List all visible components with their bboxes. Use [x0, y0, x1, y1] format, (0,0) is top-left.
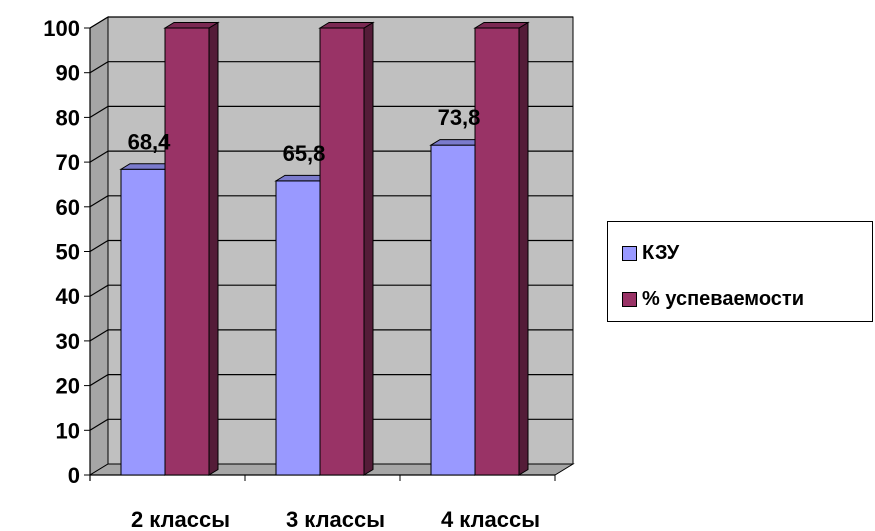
y-tick-label: 30: [56, 329, 80, 354]
legend-swatch-kzu: [622, 246, 637, 261]
gridline-side: [89, 329, 109, 342]
data-label: 73,8: [438, 105, 481, 130]
bar-kzu: [120, 168, 166, 476]
gridline-side: [89, 239, 109, 253]
y-tick-label: 100: [43, 16, 80, 41]
legend-item-kzu: КЗУ: [622, 242, 679, 265]
legend-swatch-uspevaemost: [622, 292, 637, 307]
y-tick-label: 40: [56, 284, 80, 309]
legend-label-kzu: КЗУ: [642, 242, 680, 264]
y-tick-labels: 0 10 20 30 40 50 60 70 80 90 100: [43, 16, 80, 488]
bar-kzu: [275, 180, 321, 476]
legend: КЗУ % успеваемости: [607, 221, 873, 322]
data-labels: 68,4 65,8 73,8: [128, 105, 481, 166]
x-tick-label: 2 классы: [131, 507, 230, 531]
y-tick-label: 70: [56, 150, 80, 175]
gridline-side: [89, 195, 109, 208]
y-tick-label: 60: [56, 195, 80, 220]
gridline-side: [89, 418, 109, 431]
bar-kzu: [430, 144, 476, 476]
gridline-side: [89, 105, 109, 118]
bar-top-uspevaemost: [473, 22, 530, 29]
gridline-side: [89, 16, 109, 29]
x-tick-label: 4 классы: [441, 507, 540, 531]
bar-uspevaemost: [319, 27, 365, 476]
legend-label-uspevaemost: % успеваемости: [642, 288, 805, 310]
x-tick-label: 3 классы: [286, 507, 385, 531]
y-tick-label: 90: [56, 61, 80, 86]
bars: [119, 21, 530, 476]
gridline-side: [89, 374, 109, 387]
y-tick-label: 50: [56, 240, 80, 265]
y-tick-label: 10: [56, 418, 80, 443]
data-label: 65,8: [283, 141, 326, 166]
y-tick-label: 80: [56, 105, 80, 130]
x-tick-labels: 2 классы 3 классы 4 классы: [131, 507, 540, 531]
data-label: 68,4: [128, 129, 172, 154]
bar-side-uspevaemost: [363, 21, 374, 476]
gridline-side: [89, 150, 109, 163]
gridline-side: [89, 284, 109, 297]
bar-top-uspevaemost: [163, 22, 220, 29]
y-tick-label: 20: [56, 374, 80, 399]
gridline-side: [89, 61, 109, 74]
legend-item-uspevaemost: % успеваемости: [622, 288, 804, 311]
bar-top-uspevaemost: [318, 22, 375, 29]
y-tick-label: 0: [68, 463, 80, 488]
bar-side-uspevaemost: [518, 21, 529, 476]
bar-uspevaemost: [474, 27, 520, 476]
bar-uspevaemost: [164, 27, 210, 476]
bar-side-uspevaemost: [208, 21, 219, 476]
